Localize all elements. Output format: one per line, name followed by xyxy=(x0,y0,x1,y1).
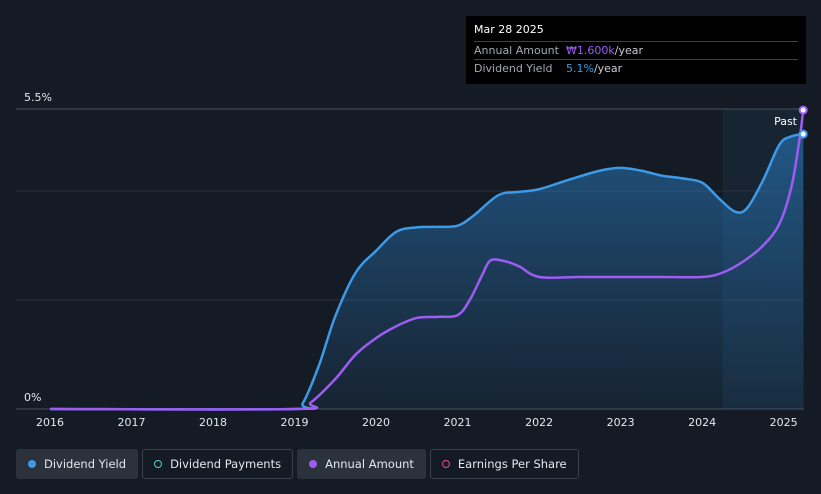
tooltip-value: ₩1.600k xyxy=(566,44,615,57)
y-axis-ticks: 5.5% 0% xyxy=(24,91,52,404)
x-tick-label: 2025 xyxy=(770,416,798,429)
tooltip-label: Annual Amount xyxy=(474,44,559,57)
x-tick-label: 2018 xyxy=(199,416,227,429)
annual-amount-marker[interactable] xyxy=(798,105,808,115)
tooltip-label: Dividend Yield xyxy=(474,62,553,75)
legend-ring-icon xyxy=(441,460,450,468)
y-tick-label: 5.5% xyxy=(24,91,52,104)
legend-item-dividend-payments[interactable]: Dividend Payments xyxy=(142,449,294,479)
y-tick-label: 0% xyxy=(24,391,41,404)
x-tick-label: 2023 xyxy=(607,416,635,429)
annual-amount-line xyxy=(49,109,805,411)
legend-ring-icon xyxy=(154,460,163,468)
x-tick-label: 2021 xyxy=(444,416,472,429)
legend-label: Dividend Payments xyxy=(170,457,282,471)
tooltip-value: 5.1% xyxy=(566,62,594,75)
x-axis-ticks: 2016 2017 2018 2019 2020 2021 2022 2023 2024 2025 xyxy=(36,416,798,429)
x-tick-label: 2020 xyxy=(362,416,390,429)
x-tick-label: 2022 xyxy=(525,416,553,429)
tooltip-date: Mar 28 2025 xyxy=(474,23,544,36)
legend-dot-icon xyxy=(28,460,36,468)
dividend-yield-area xyxy=(50,134,804,410)
legend-label: Annual Amount xyxy=(325,457,414,471)
tooltip-row-dividend-yield: Dividend Yield 5.1% /year xyxy=(474,59,798,77)
x-tick-label: 2016 xyxy=(36,416,64,429)
legend-item-earnings-per-share[interactable]: Earnings Per Share xyxy=(429,449,579,479)
dividend-yield-line xyxy=(49,132,804,411)
legend: Dividend Yield Dividend Payments Annual … xyxy=(16,449,579,481)
tooltip: Mar 28 2025 Annual Amount ₩1.600k /year … xyxy=(466,16,806,84)
x-tick-label: 2019 xyxy=(281,416,309,429)
legend-item-annual-amount[interactable]: Annual Amount xyxy=(297,449,426,479)
x-tick-label: 2017 xyxy=(118,416,146,429)
legend-dot-icon xyxy=(309,460,318,468)
legend-item-dividend-yield[interactable]: Dividend Yield xyxy=(16,449,139,479)
past-label: Past xyxy=(774,115,798,128)
legend-label: Earnings Per Share xyxy=(457,457,567,471)
dividend-yield-marker[interactable] xyxy=(798,129,808,139)
legend-label: Dividend Yield xyxy=(44,457,127,471)
tooltip-unit: /year xyxy=(614,44,643,57)
tooltip-unit: /year xyxy=(593,62,623,75)
x-tick-label: 2024 xyxy=(688,416,716,429)
tooltip-row-annual-amount: Annual Amount ₩1.600k /year xyxy=(474,41,798,59)
